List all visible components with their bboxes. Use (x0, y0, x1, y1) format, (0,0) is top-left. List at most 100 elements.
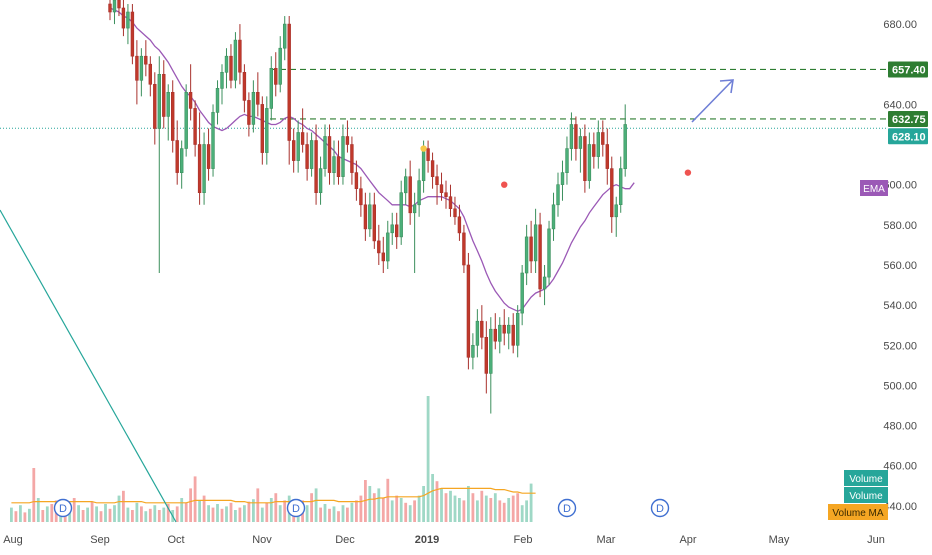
candle-body (121, 7, 126, 29)
candle-body (403, 176, 408, 194)
volume-bar (476, 500, 479, 522)
candle-body (193, 108, 197, 145)
horizontal-levels[interactable] (0, 68, 886, 129)
x-tick-label: Oct (167, 534, 184, 546)
volume-bar (153, 505, 157, 522)
candle-body (506, 324, 511, 334)
time-axis[interactable]: Aug Sep Oct Nov Dec 2019 Feb Mar Apr May Jun (3, 534, 885, 546)
candle-body (323, 136, 327, 169)
volume-bar (260, 507, 264, 522)
candle-body (251, 92, 256, 125)
candle-body (309, 140, 314, 169)
volume-bar (90, 501, 94, 522)
volume-legend-up-text: Volume (849, 474, 883, 485)
volume-bar (399, 498, 403, 522)
volume-bar (368, 486, 372, 522)
trendline[interactable] (0, 209, 177, 523)
candle-body (157, 74, 161, 129)
x-tick-label: Feb (514, 534, 533, 546)
candle-body (233, 39, 238, 81)
level-badge-lower-bg (888, 110, 928, 127)
volume-legend-down-bg (844, 487, 888, 503)
ema-legend: EMA (860, 180, 888, 196)
volume-bar (359, 495, 363, 522)
candle-body (430, 160, 435, 178)
candle-body (238, 39, 242, 73)
candle-body (498, 324, 502, 342)
volume-ma-line (11, 487, 536, 504)
candle-body (614, 204, 618, 218)
volume-bar (148, 508, 152, 522)
volume-bar (449, 490, 452, 522)
trendline-segment (0, 209, 177, 523)
dividend-circle (53, 498, 73, 518)
price-axis[interactable]: 440.00 460.00 480.00 500.00 520.00 540.00 560.… (883, 19, 917, 513)
y-tick-label: 500.00 (883, 380, 917, 392)
candle-body (166, 92, 170, 117)
volume-bar (162, 507, 166, 522)
volume-bar (511, 495, 515, 522)
candle-body (202, 144, 206, 194)
volume-bar (166, 504, 170, 522)
candle-body (623, 124, 627, 170)
candle-body (206, 144, 211, 169)
candle-body (610, 168, 614, 218)
y-tick-label: 460.00 (883, 461, 917, 473)
volume-bar (355, 500, 358, 522)
volume-bar (520, 505, 524, 522)
y-tick-label: 680.00 (883, 19, 917, 31)
volume-bar (431, 474, 434, 522)
candle-body (412, 204, 417, 214)
volume-bar (417, 495, 421, 522)
candle-body (618, 168, 623, 206)
volume-legend-down: Volume (844, 487, 888, 503)
candle-body (269, 68, 273, 109)
candle-body (520, 272, 524, 314)
candle-body (408, 176, 412, 214)
candle-body (515, 312, 520, 346)
candle-body (551, 204, 556, 230)
candle-body (533, 224, 538, 262)
x-tick-label: Sep (90, 534, 110, 546)
candle-body (574, 124, 578, 149)
last-price-badge-text: 628.10 (892, 131, 926, 143)
signal-dot (420, 145, 427, 152)
signal-dot (501, 181, 508, 188)
signal-dots (420, 145, 692, 188)
candle-body (215, 88, 220, 113)
volume-bars (10, 396, 533, 522)
dividend-marker[interactable]: D (650, 498, 670, 518)
dividend-marker[interactable]: D (557, 498, 577, 518)
dividend-marker[interactable]: D (53, 498, 73, 518)
candle-body (466, 264, 471, 358)
projection-arrow[interactable] (691, 79, 734, 123)
ema-legend-text: EMA (863, 184, 885, 195)
volume-bar (86, 507, 89, 522)
candle-body (184, 92, 188, 149)
dividend-label: D (292, 503, 300, 515)
x-tick-label: Aug (3, 534, 23, 546)
candle-body (426, 148, 430, 161)
candle-body (421, 148, 426, 182)
volume-bar (426, 396, 430, 522)
volume-bar (283, 500, 287, 522)
volume-bar (144, 511, 148, 522)
price-candles (108, 0, 627, 414)
candle-body (377, 240, 381, 254)
volume-bar (480, 490, 484, 522)
volume-bar (516, 493, 520, 522)
volume-bar (525, 500, 528, 522)
volume-bar (225, 506, 228, 522)
candle-body (305, 144, 309, 169)
volume-bar (489, 498, 493, 522)
volume-bar (386, 478, 390, 522)
level-badge-upper: 657.40 (888, 61, 928, 78)
volume-bar (23, 512, 27, 522)
dividend-marker[interactable]: D (286, 498, 306, 518)
volume-bar (462, 500, 466, 522)
level-badge-lower-text: 632.75 (892, 114, 926, 126)
candle-body (112, 0, 117, 13)
